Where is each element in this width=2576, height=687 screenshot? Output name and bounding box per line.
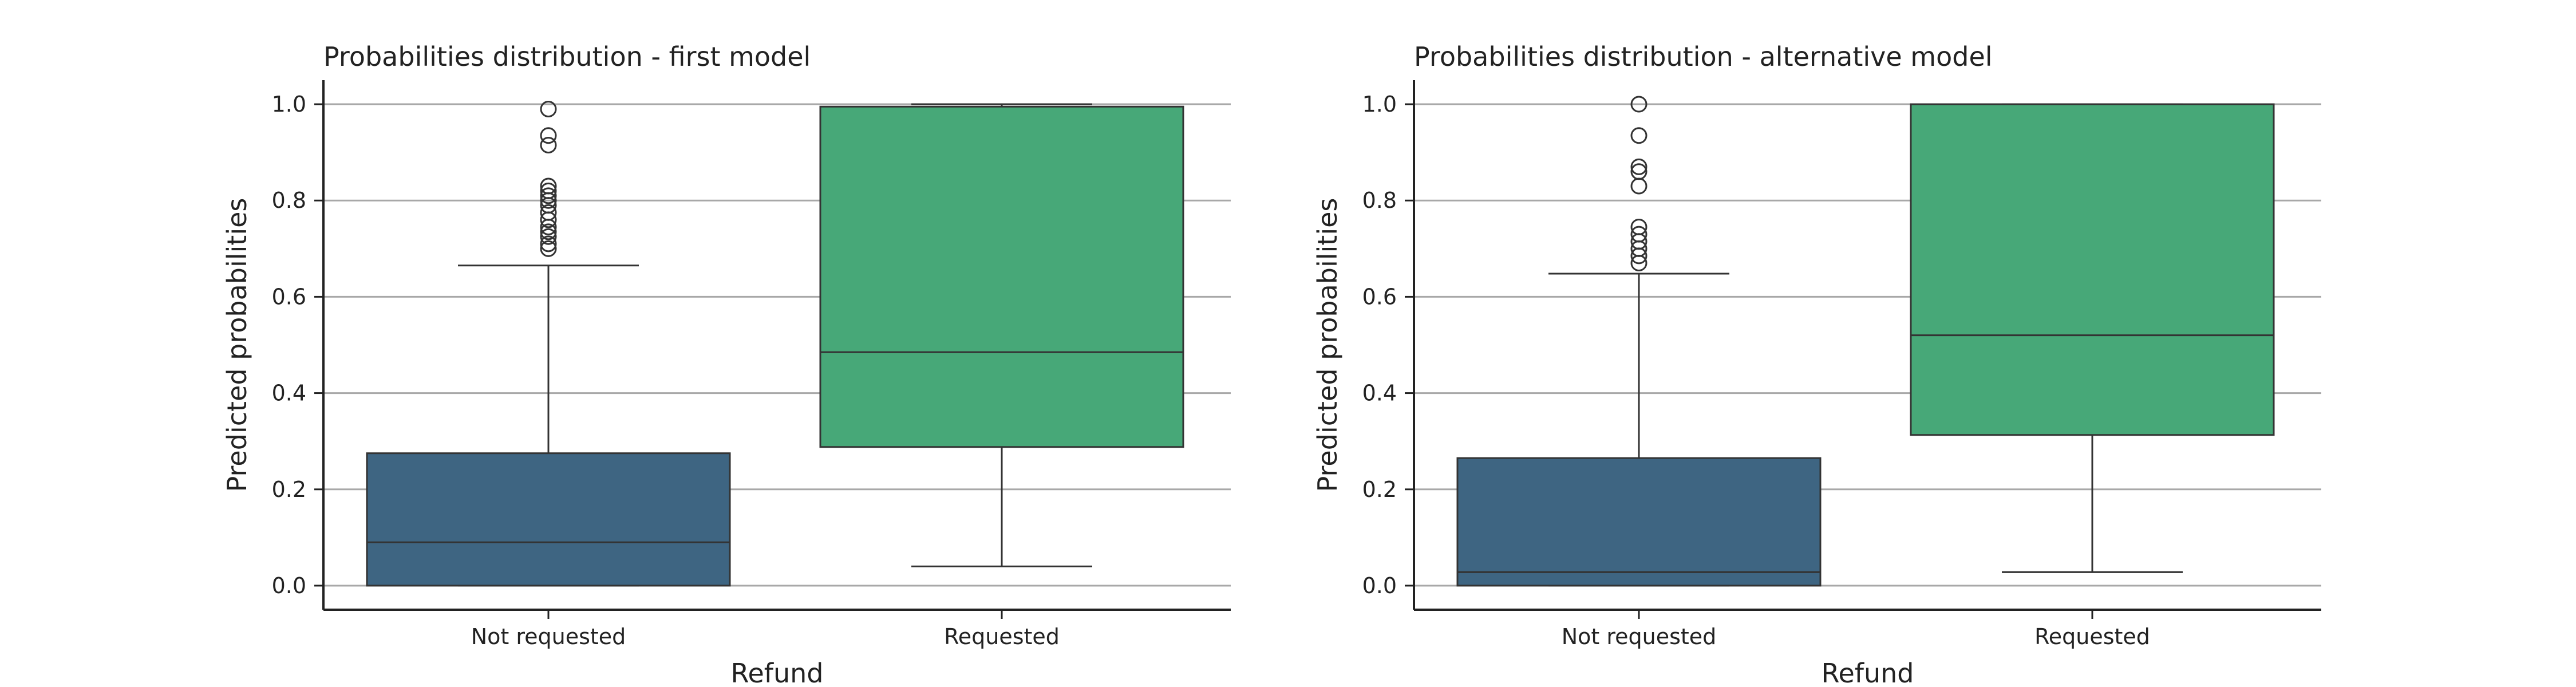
outlier-point [1630,158,1647,175]
outlier-point [540,204,557,221]
outlier-point [540,127,557,144]
outlier-point [540,182,557,199]
x-tick-label: Requested [944,624,1060,649]
y-tick-label: 0.2 [272,477,306,502]
y-tick-label: 0.6 [272,284,306,309]
outlier-point [540,100,557,117]
box-0 [366,452,731,587]
x-tick-label: Not requested [471,624,626,649]
box-0 [1456,457,1822,587]
y-tick-label: 0.0 [272,573,306,598]
y-tick-label: 0.4 [1362,381,1397,406]
outlier-point [1630,218,1647,235]
chart-alternative-model: 0.0 0.2 0.4 0.6 0.8 1.0 Not requested Requested… [1312,41,2321,687]
outlier-point [540,240,557,257]
outlier-point [540,177,557,195]
x-axis-label: Refund [1822,658,1914,687]
y-tick-label: 0.4 [272,381,306,406]
outlier-point [540,187,557,204]
outlier-point [540,223,557,240]
outlier-point [1630,127,1647,144]
chart-first-model: 0.0 0.2 0.4 0.6 0.8 1.0 Not requested Requested… [222,41,1231,687]
chart-title: Probabilities distribution - alternative… [1414,41,1993,72]
box-1 [1910,103,2275,436]
y-axis-label: Predicted probabilities [1312,198,1343,492]
outlier-point [540,235,557,252]
y-tick-label: 1.0 [272,92,306,117]
y-tick-label: 1.0 [1362,92,1397,117]
x-tick-label: Requested [2034,624,2150,649]
outlier-point [1630,163,1647,180]
box-1 [819,105,1184,448]
y-axis-label: Predicted probabilities [222,198,252,492]
y-tick-label: 0.8 [1362,188,1397,213]
outlier-point [1630,177,1647,195]
x-axis-label: Refund [731,658,824,687]
chart-title: Probabilities distribution - first model [323,41,811,72]
x-tick-label: Not requested [1562,624,1717,649]
outlier-point [540,228,557,245]
y-tick-label: 0.0 [1362,573,1397,598]
outlier-point [1630,226,1647,243]
y-tick-label: 0.2 [1362,477,1397,502]
y-tick-label: 0.6 [1362,284,1397,309]
y-tick-label: 0.8 [272,188,306,213]
outlier-point [1630,96,1647,113]
outlier-point [540,137,557,154]
